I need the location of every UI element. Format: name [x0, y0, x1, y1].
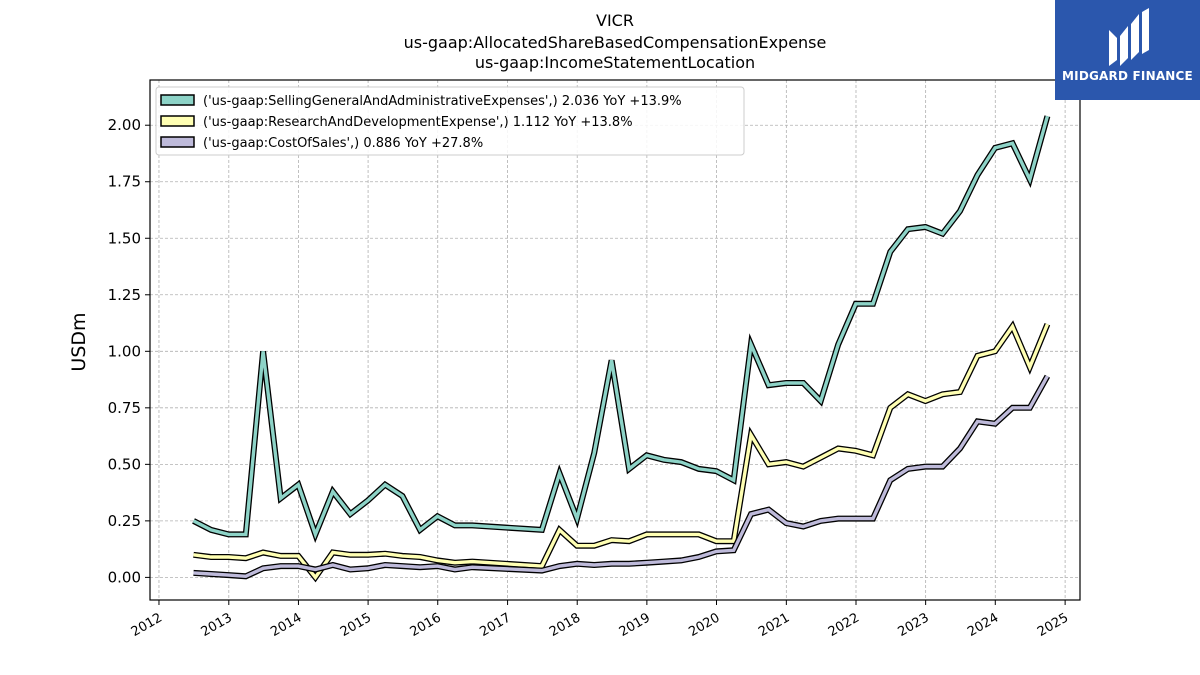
- x-tick-label: 2022: [826, 610, 862, 640]
- y-tick-label: 0.50: [108, 455, 141, 473]
- chart-title-line-1: VICR: [596, 11, 634, 30]
- chart-title-line-2: us-gaap:AllocatedShareBasedCompensationE…: [404, 33, 827, 52]
- legend-label-2: ('us-gaap:CostOfSales',) 0.886 YoY +27.8…: [203, 136, 483, 151]
- grid-lines: [150, 80, 1080, 600]
- y-axis: 0.00 0.25 0.50 0.75 1.00 1.25 1.50 1.75 2.00: [108, 116, 150, 586]
- y-axis-label: USDm: [68, 312, 90, 371]
- y-tick-label: 0.00: [108, 568, 141, 586]
- series-layer: [192, 115, 1051, 583]
- y-tick-label: 2.00: [108, 116, 141, 134]
- y-tick-label: 1.75: [108, 173, 141, 191]
- y-tick-label: 1.25: [108, 286, 141, 304]
- x-axis: 2012 2013 2014 2015 2016 2017 2018 2019 2020 2021…: [129, 600, 1071, 640]
- x-tick-label: 2019: [617, 610, 653, 640]
- x-tick-label: 2020: [686, 610, 722, 640]
- y-tick-label: 1.00: [108, 342, 141, 360]
- series-0-line: [192, 115, 1050, 540]
- plot-frame: [149, 79, 1081, 601]
- y-tick-label: 0.25: [108, 512, 141, 530]
- series-2-line: [193, 375, 1049, 579]
- x-tick-label: 2015: [338, 610, 374, 640]
- x-tick-label: 2025: [1035, 610, 1071, 640]
- legend-swatch-2: [160, 136, 195, 148]
- x-tick-label: 2016: [408, 610, 444, 640]
- x-tick-label: 2024: [965, 610, 1001, 640]
- legend: ('us-gaap:SellingGeneralAndAdministrativ…: [155, 86, 745, 156]
- chart-title: VICR us-gaap:AllocatedShareBasedCompensa…: [404, 11, 827, 72]
- x-tick-label: 2021: [756, 610, 792, 640]
- chart-title-line-3: us-gaap:IncomeStatementLocation: [475, 53, 755, 72]
- legend-swatch-1: [160, 115, 195, 127]
- legend-swatch-0: [160, 94, 195, 106]
- y-tick-label: 0.75: [108, 399, 141, 417]
- legend-label-1: ('us-gaap:ResearchAndDevelopmentExpense'…: [203, 115, 633, 130]
- legend-label-0: ('us-gaap:SellingGeneralAndAdministrativ…: [203, 94, 682, 109]
- x-tick-label: 2014: [268, 610, 304, 640]
- midgard-finance-logo: MIDGARD FINANCE: [1055, 0, 1200, 100]
- midgard-logo-icon: [1109, 8, 1149, 66]
- series-0-outline: [192, 115, 1051, 543]
- x-tick-label: 2018: [547, 610, 583, 640]
- x-tick-label: 2012: [129, 610, 165, 640]
- x-tick-label: 2017: [477, 610, 513, 640]
- x-tick-label: 2023: [895, 610, 931, 640]
- x-tick-label: 2013: [199, 610, 235, 640]
- series-1-line: [193, 322, 1049, 581]
- legend-box: [155, 86, 745, 156]
- logo-text: MIDGARD FINANCE: [1062, 69, 1193, 83]
- y-tick-label: 1.50: [108, 229, 141, 247]
